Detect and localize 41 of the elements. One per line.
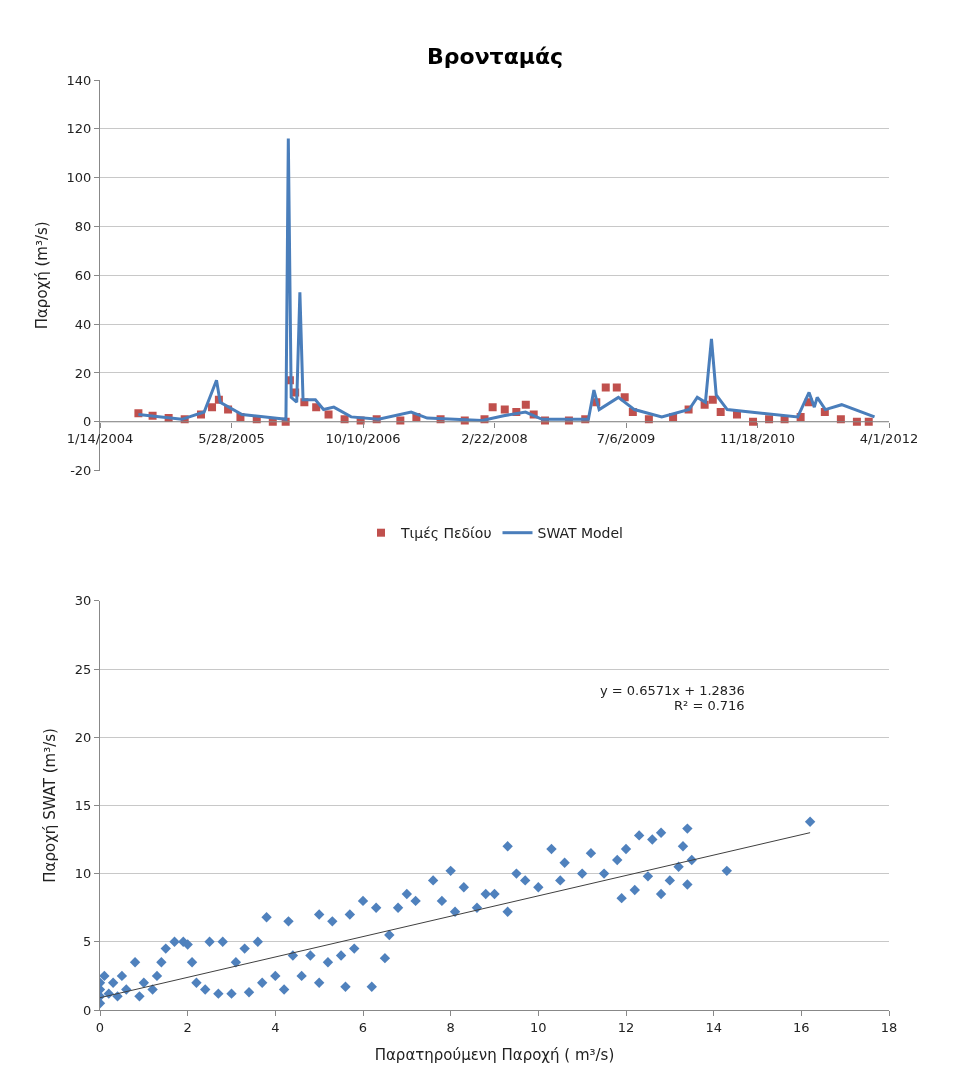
x-tick-label: 4 (271, 1019, 280, 1035)
x-tick-label: 5/28/2005 (198, 431, 265, 447)
annotation: R² = 0.716 (674, 698, 745, 713)
x-tick-label: 14 (705, 1019, 722, 1035)
x-tick-label: 0 (95, 1019, 105, 1035)
y-tick-label: 60 (74, 267, 92, 283)
y-tick-label: 30 (74, 593, 92, 609)
y-tick-label: 140 (66, 72, 92, 88)
legend-label: Τιμές Πεδίου (400, 525, 492, 542)
y-tick-label: 0 (83, 1002, 92, 1018)
y-axis-title: Παροχή (m³/s) (32, 221, 51, 330)
chart-title: Βρονταμάς (427, 44, 564, 69)
y-tick-label: 0 (83, 414, 92, 430)
x-tick-label: 2 (183, 1019, 192, 1035)
x-tick-label: 18 (880, 1019, 898, 1035)
x-tick-label: 10 (530, 1019, 547, 1035)
y-axis-title: Παροχή SWAT (m³/s) (41, 728, 60, 883)
y-tick-label: 20 (74, 729, 92, 745)
x-tick-label: 10/10/2006 (325, 431, 401, 447)
x-axis-title: Παρατηρούμενη Παροχή ( m³/s) (374, 1045, 615, 1064)
y-tick-label: 20 (74, 365, 92, 381)
x-tick-label: 7/6/2009 (596, 431, 656, 447)
y-tick-label: 100 (66, 170, 92, 186)
y-tick-label: 25 (74, 661, 92, 677)
x-tick-label: 1/14/2004 (66, 431, 134, 447)
y-tick-label: 120 (66, 121, 92, 137)
annotation: y = 0.6571x + 1.2836 (600, 683, 745, 698)
y-tick-label: 40 (74, 316, 92, 332)
y-tick-label: 80 (74, 219, 92, 235)
x-tick-label: 4/1/2012 (859, 431, 919, 447)
legend-label: SWAT Model (537, 525, 623, 542)
y-tick-label: -20 (70, 463, 92, 479)
x-tick-label: 8 (446, 1019, 455, 1035)
x-tick-label: 12 (617, 1019, 635, 1035)
x-tick-label: 16 (793, 1019, 810, 1035)
y-tick-label: 10 (74, 866, 92, 882)
y-tick-label: 5 (83, 934, 92, 950)
y-tick-label: 15 (74, 797, 92, 813)
x-tick-label: 2/22/2008 (461, 431, 528, 447)
x-tick-label: 6 (358, 1019, 368, 1035)
x-tick-label: 11/18/2010 (720, 431, 795, 447)
